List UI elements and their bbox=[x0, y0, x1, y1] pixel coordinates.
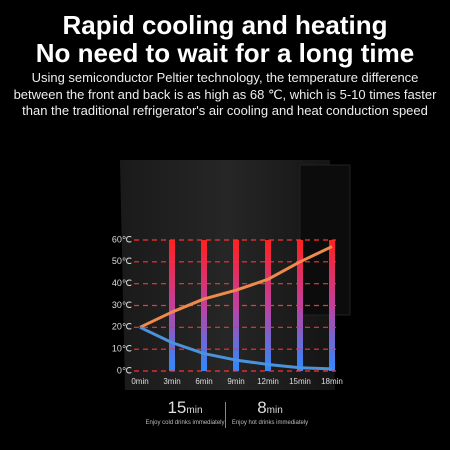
title-line: No need to wait for a long time bbox=[35, 38, 415, 68]
x-tick-label: 9min bbox=[227, 377, 244, 386]
series-line bbox=[139, 325, 333, 371]
x-tick-label: 3min bbox=[163, 377, 180, 386]
heat-column bbox=[265, 240, 271, 371]
stat: 15min Enjoy cold drinks immediately bbox=[125, 398, 245, 426]
x-tick-label: 18min bbox=[321, 377, 343, 386]
y-tick-label: 60℃ bbox=[112, 234, 132, 244]
stat: 8min Enjoy hot drinks immediately bbox=[210, 398, 330, 426]
stat-number: 8 bbox=[257, 398, 267, 417]
stat-caption: Enjoy hot drinks immediately bbox=[231, 420, 309, 426]
y-tick-label: 50℃ bbox=[112, 256, 132, 266]
stat-unit: min bbox=[266, 405, 283, 416]
x-tick-label: 6min bbox=[195, 377, 212, 386]
x-tick-label: 12min bbox=[257, 377, 279, 386]
x-tick-label: 15min bbox=[289, 377, 311, 386]
divider bbox=[225, 402, 226, 428]
title-line: Rapid cooling and heating bbox=[62, 10, 388, 40]
x-tick-label: 0min bbox=[131, 377, 148, 386]
y-tick-label: 40℃ bbox=[112, 278, 132, 288]
stat-number: 15 bbox=[167, 398, 187, 417]
y-tick-label: 0℃ bbox=[117, 365, 132, 375]
y-tick-label: 30℃ bbox=[112, 300, 132, 310]
series-line bbox=[139, 245, 333, 329]
heat-column bbox=[201, 240, 207, 371]
stat-unit: min bbox=[186, 405, 203, 416]
stat-caption: Enjoy cold drinks immediately bbox=[145, 420, 225, 426]
description: Using semiconductor Peltier technology, … bbox=[13, 70, 437, 118]
plot: 0℃ 10℃ 20℃ 30℃ 40℃ 50℃ 60℃ 0min 3min 6min 9min 12mi… bbox=[112, 234, 343, 386]
y-tick-label: 10℃ bbox=[112, 344, 132, 354]
y-tick-label: 20℃ bbox=[112, 322, 132, 332]
